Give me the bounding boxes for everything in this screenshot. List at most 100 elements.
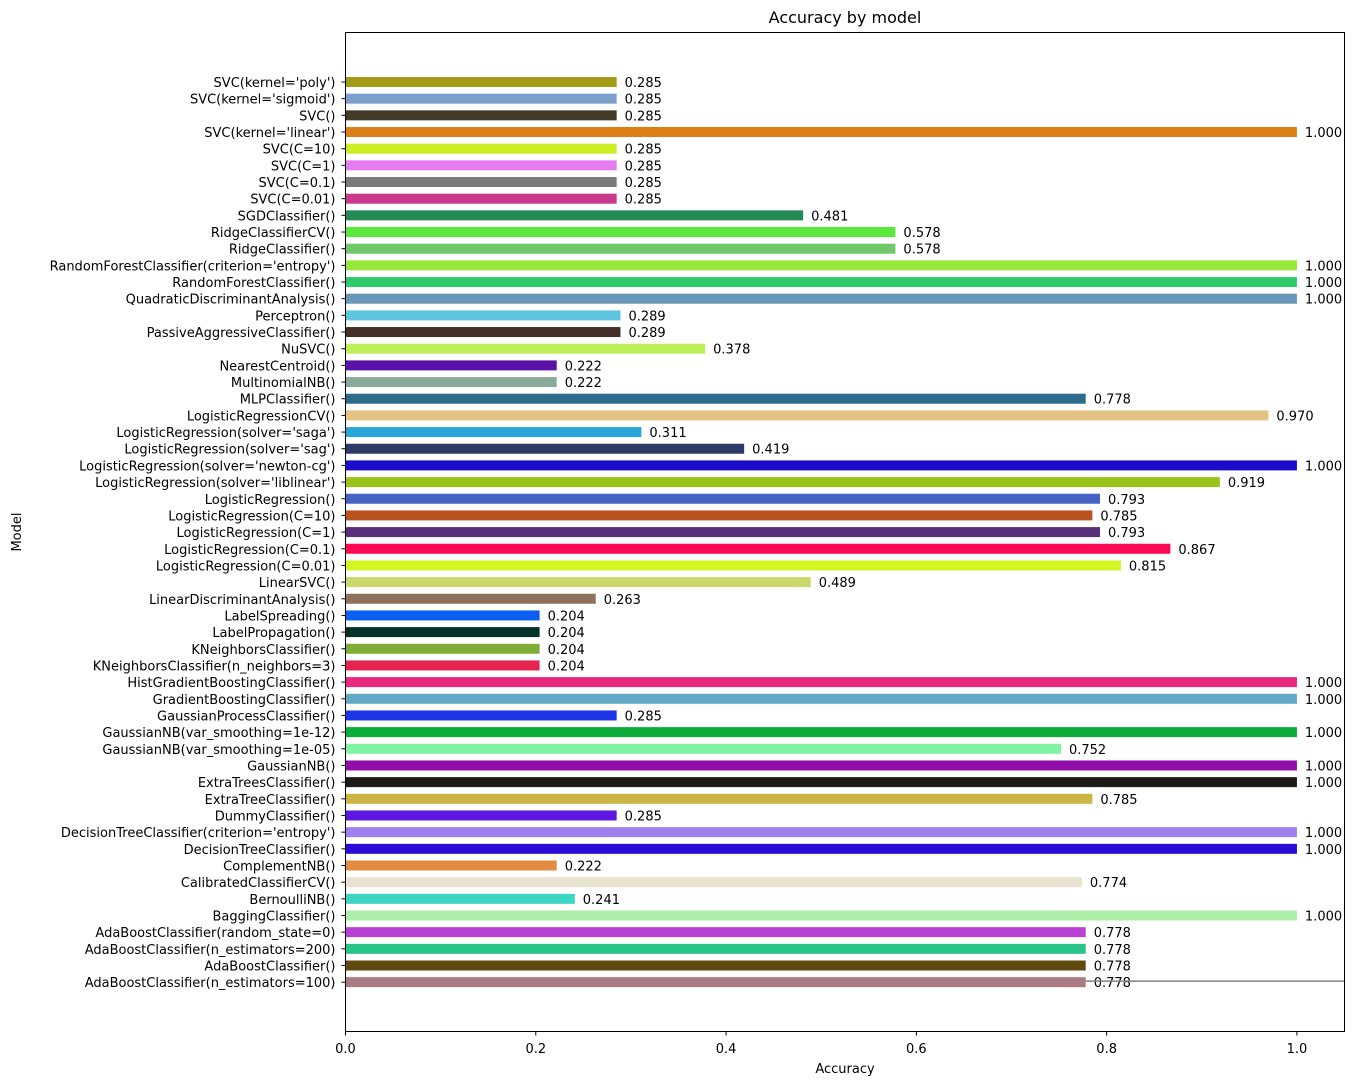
y-tick-label: KNeighborsClassifier()	[191, 643, 335, 658]
y-tick-label: SVC(C=0.01)	[250, 193, 335, 208]
data-label: 0.867	[1178, 543, 1215, 558]
data-label: 0.222	[565, 376, 602, 391]
y-tick-label: MLPClassifier()	[240, 393, 336, 408]
y-tick-label: RandomForestClassifier(criterion='entrop…	[50, 259, 336, 274]
data-label: 1.000	[1305, 459, 1342, 474]
y-tick-label: SVC(C=10)	[263, 143, 336, 158]
y-tick-label: SVC(kernel='linear')	[204, 126, 335, 141]
bar	[345, 660, 540, 671]
data-label: 0.778	[1094, 976, 1131, 991]
bar	[345, 360, 557, 371]
y-tick-label: AdaBoostClassifier(n_estimators=200)	[85, 943, 336, 958]
y-tick-label: DecisionTreeClassifier()	[184, 843, 336, 858]
data-label: 1.000	[1305, 726, 1342, 741]
bar	[345, 210, 804, 221]
y-tick-label: LogisticRegression(C=0.1)	[164, 543, 335, 558]
bar	[345, 743, 1061, 754]
bar	[345, 327, 621, 338]
bar	[345, 377, 557, 388]
bar	[345, 443, 745, 454]
bar	[345, 893, 575, 904]
bar	[345, 277, 1297, 288]
y-tick-label: GaussianNB()	[247, 759, 335, 774]
bar	[345, 127, 1297, 138]
y-tick-label: LogisticRegression()	[205, 493, 336, 508]
bar	[345, 77, 617, 87]
bar	[345, 110, 617, 121]
data-label: 0.285	[625, 93, 662, 108]
data-label: 0.289	[628, 326, 665, 341]
y-tick-label: MultinomialNB()	[231, 376, 336, 391]
x-tick-label: 0.2	[525, 1042, 546, 1057]
bar	[345, 860, 557, 871]
x-tick-label: 0.6	[906, 1042, 927, 1057]
data-label: 0.285	[625, 193, 662, 208]
y-tick-label: SVC(C=1)	[271, 159, 336, 174]
data-label: 0.311	[649, 426, 686, 441]
data-label: 0.222	[565, 859, 602, 874]
y-tick-label: BernoulliNB()	[249, 893, 335, 908]
x-tick-label: 0.8	[1096, 1042, 1117, 1057]
y-tick-label: SVC()	[299, 109, 335, 124]
y-tick-label: LinearDiscriminantAnalysis()	[149, 593, 335, 608]
y-tick-label: LogisticRegression(C=10)	[168, 509, 335, 524]
plot-frame	[345, 32, 1345, 1032]
y-tick-label: KNeighborsClassifier(n_neighbors=3)	[93, 659, 336, 674]
y-tick-label: LabelSpreading()	[224, 609, 335, 624]
y-tick-label: NearestCentroid()	[219, 359, 335, 374]
bar	[345, 543, 1171, 554]
y-tick-label: LogisticRegressionCV()	[187, 409, 336, 424]
y-axis-ticks: SVC(kernel='poly')SVC(kernel='sigmoid')S…	[50, 76, 346, 991]
bar	[345, 827, 1297, 838]
bar	[345, 427, 642, 438]
x-tick-label: 1.0	[1287, 1042, 1308, 1057]
data-label: 0.263	[604, 593, 641, 608]
y-tick-label: LogisticRegression(C=0.01)	[156, 559, 336, 574]
bar	[345, 177, 617, 188]
bar	[345, 677, 1297, 688]
bar	[345, 727, 1297, 738]
data-label: 0.785	[1100, 793, 1137, 808]
bar	[345, 577, 811, 588]
data-label: 0.778	[1094, 393, 1131, 408]
bar	[345, 393, 1086, 404]
bar	[345, 877, 1082, 888]
y-tick-label: DummyClassifier()	[215, 809, 336, 824]
data-label: 0.489	[819, 576, 856, 591]
data-label: 0.285	[625, 143, 662, 158]
data-label: 0.481	[811, 209, 848, 224]
y-tick-label: GaussianProcessClassifier()	[157, 709, 335, 724]
data-label: 0.793	[1108, 493, 1145, 508]
y-tick-label: AdaBoostClassifier()	[204, 960, 335, 975]
y-tick-label: LinearSVC()	[259, 576, 336, 591]
chart-title: Accuracy by model	[769, 8, 922, 27]
data-label: 1.000	[1305, 676, 1342, 691]
data-label: 0.285	[625, 709, 662, 724]
y-tick-label: GaussianNB(var_smoothing=1e-05)	[102, 743, 335, 758]
y-tick-label: LogisticRegression(solver='sag')	[124, 443, 335, 458]
y-tick-label: LogisticRegression(solver='liblinear')	[95, 476, 335, 491]
data-label: 0.774	[1090, 876, 1127, 891]
y-tick-label: SVC(kernel='poly')	[214, 76, 336, 91]
x-axis-label: Accuracy	[815, 1062, 875, 1077]
bar	[345, 160, 617, 171]
bar	[345, 610, 540, 621]
data-label: 1.000	[1305, 293, 1342, 308]
bar	[345, 943, 1086, 954]
bar	[345, 977, 1086, 988]
y-tick-label: AdaBoostClassifier(random_state=0)	[95, 926, 335, 941]
bar	[345, 927, 1086, 938]
data-label: 0.204	[548, 659, 585, 674]
bar	[345, 810, 617, 821]
data-label: 0.578	[903, 226, 940, 241]
bar	[345, 560, 1121, 571]
y-tick-label: Perceptron()	[255, 309, 335, 324]
y-tick-label: QuadraticDiscriminantAnalysis()	[126, 293, 336, 308]
data-label: 0.285	[625, 109, 662, 124]
data-label: 0.222	[565, 359, 602, 374]
data-label: 1.000	[1305, 259, 1342, 274]
data-label: 0.578	[903, 243, 940, 258]
y-tick-label: CalibratedClassifierCV()	[181, 876, 336, 891]
bar	[345, 760, 1297, 771]
